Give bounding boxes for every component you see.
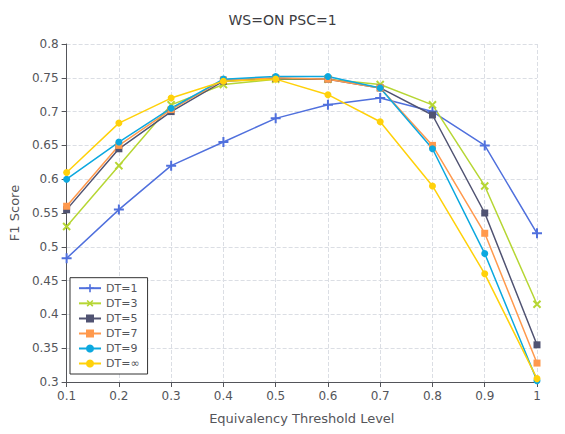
svg-text:0.7: 0.7 xyxy=(40,105,59,119)
svg-text:DT=7: DT=7 xyxy=(106,327,137,340)
svg-text:0.7: 0.7 xyxy=(371,389,390,403)
svg-text:0.8: 0.8 xyxy=(40,37,59,51)
svg-text:F1 Score: F1 Score xyxy=(7,185,22,241)
svg-text:0.75: 0.75 xyxy=(32,71,59,85)
svg-text:0.3: 0.3 xyxy=(162,389,181,403)
svg-text:0.3: 0.3 xyxy=(40,375,59,389)
svg-text:0.6: 0.6 xyxy=(40,172,59,186)
svg-text:0.1: 0.1 xyxy=(57,389,76,403)
svg-text:WS=ON PSC=1: WS=ON PSC=1 xyxy=(228,12,336,28)
svg-text:0.4: 0.4 xyxy=(40,307,59,321)
svg-text:0.8: 0.8 xyxy=(423,389,442,403)
svg-text:DT=∞: DT=∞ xyxy=(106,357,140,370)
svg-text:DT=1: DT=1 xyxy=(106,282,137,295)
svg-text:0.6: 0.6 xyxy=(318,389,337,403)
svg-text:0.45: 0.45 xyxy=(32,274,59,288)
svg-text:0.65: 0.65 xyxy=(32,138,59,152)
svg-text:0.2: 0.2 xyxy=(109,389,128,403)
svg-text:0.9: 0.9 xyxy=(475,389,494,403)
svg-text:DT=5: DT=5 xyxy=(106,312,137,325)
svg-text:0.5: 0.5 xyxy=(40,240,59,254)
svg-text:DT=9: DT=9 xyxy=(106,342,137,355)
svg-text:0.5: 0.5 xyxy=(266,389,285,403)
svg-text:0.35: 0.35 xyxy=(32,341,59,355)
svg-text:0.55: 0.55 xyxy=(32,206,59,220)
svg-text:Equivalency Threshold Level: Equivalency Threshold Level xyxy=(209,411,394,426)
svg-text:DT=3: DT=3 xyxy=(106,297,137,310)
svg-text:0.4: 0.4 xyxy=(214,389,233,403)
svg-text:1: 1 xyxy=(533,389,541,403)
